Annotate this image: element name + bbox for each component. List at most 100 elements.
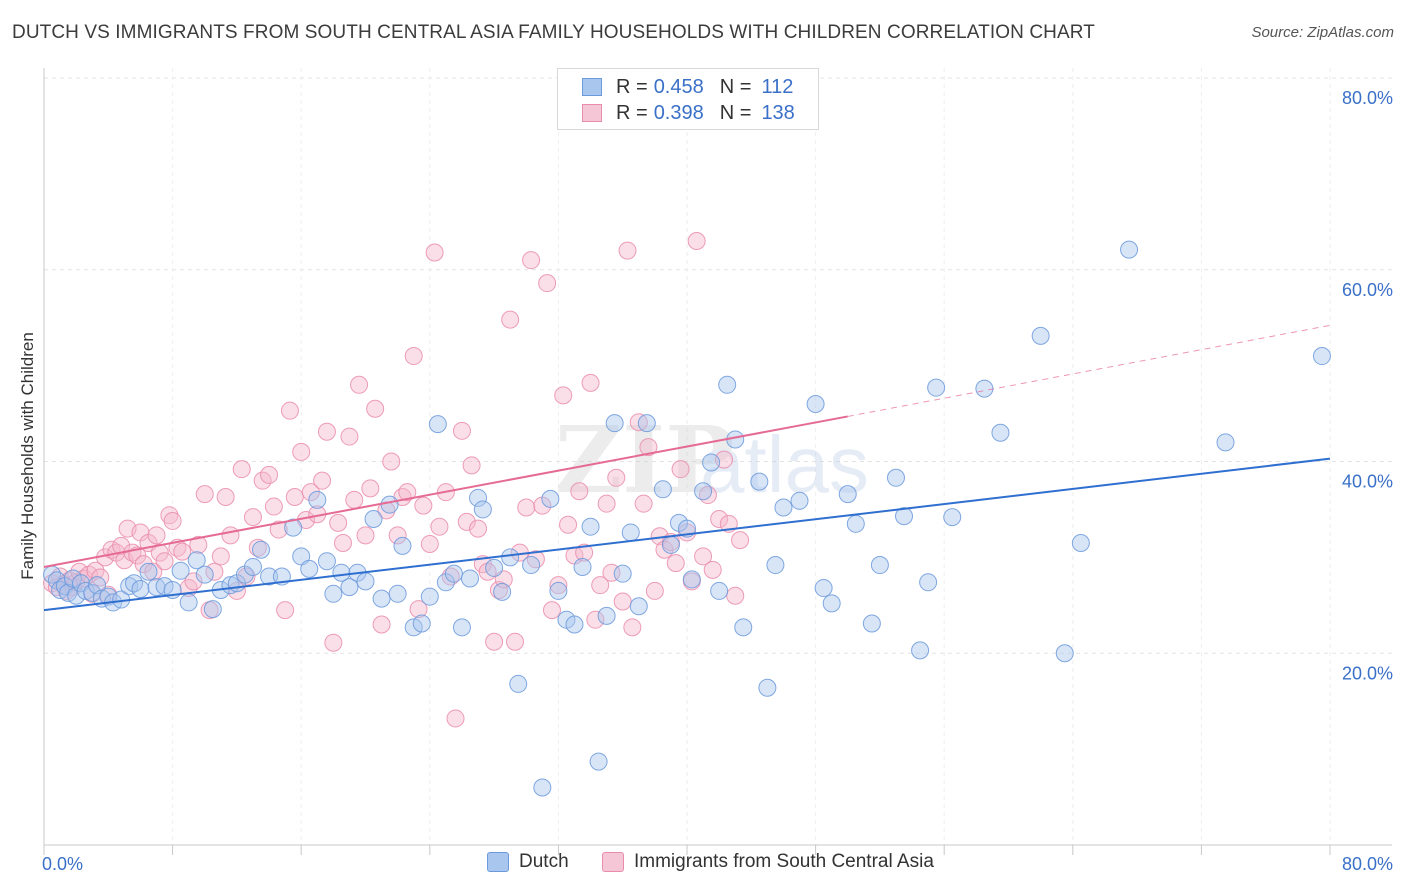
dutch-point: [637, 414, 656, 433]
dutch-point: [718, 375, 737, 394]
dutch-point: [613, 564, 632, 583]
n-label: N =: [719, 75, 752, 98]
immigrants-point: [150, 543, 169, 562]
dutch-point: [629, 597, 648, 616]
immigrants-point: [703, 560, 722, 579]
immigrants-point: [425, 243, 444, 262]
dutch-point: [814, 579, 833, 598]
immigrants-point: [639, 438, 658, 457]
r-label: R =: [616, 101, 648, 124]
legend-item-immigrants[interactable]: Immigrants from South Central Asia: [602, 851, 934, 873]
immigrants-point: [538, 274, 557, 293]
dutch-point: [324, 584, 343, 603]
dutch-point: [444, 564, 463, 583]
y-tick-label: 40.0%: [1342, 472, 1393, 492]
dutch-point: [1216, 433, 1235, 452]
dutch-point: [750, 472, 769, 491]
dutch-point: [790, 491, 809, 510]
immigrants-point: [232, 460, 251, 479]
dutch-point: [252, 540, 271, 559]
dutch-point: [452, 618, 471, 637]
immigrants-point: [388, 526, 407, 545]
immigrants-point: [345, 490, 364, 509]
dutch-point: [428, 415, 447, 434]
immigrants-point: [155, 552, 174, 571]
watermark-zip: ZIP: [555, 406, 734, 514]
source-label: Source: ZipAtlas.com: [1251, 24, 1394, 41]
y-tick-label: 80.0%: [1342, 88, 1393, 108]
legend-dutch-label: Dutch: [519, 851, 569, 872]
immigrants-point: [189, 535, 208, 554]
dutch-point: [88, 576, 107, 595]
immigrants-point: [211, 547, 230, 566]
dutch-point: [171, 561, 190, 580]
immigrants-point: [726, 586, 745, 605]
immigrants-point: [452, 421, 471, 440]
immigrants-point: [485, 632, 504, 651]
immigrants-point: [260, 465, 279, 484]
dutch-point: [766, 556, 785, 575]
axes: [43, 68, 1392, 855]
immigrants-point: [575, 543, 594, 562]
dutch-point: [332, 563, 351, 582]
dutch-point: [1031, 326, 1050, 345]
dutch-point: [1312, 347, 1331, 366]
immigrants-point: [430, 517, 449, 536]
immigrants-point: [570, 482, 589, 501]
legend-row-immigrants: R = 0.398 N = 138: [582, 101, 795, 125]
dutch-point: [774, 498, 793, 517]
immigrants-point: [645, 581, 664, 600]
immigrants-point: [329, 513, 348, 532]
dutch-swatch: [582, 78, 602, 96]
immigrants-point: [505, 632, 524, 651]
immigrants-point: [634, 494, 653, 513]
immigrants-point: [710, 510, 729, 529]
immigrants-trend-extension: [847, 324, 1331, 417]
dutch-point: [76, 581, 95, 600]
immigrants-point: [144, 562, 163, 581]
dutch-point: [393, 536, 412, 555]
immigrants-point: [301, 483, 320, 502]
dutch-point: [541, 489, 560, 508]
dutch-point: [340, 578, 359, 597]
dutch-point: [886, 468, 905, 487]
immigrants-point: [269, 520, 288, 539]
immigrants-point: [581, 373, 600, 392]
immigrants-point: [350, 375, 369, 394]
r-label: R =: [616, 75, 648, 98]
immigrants-point: [613, 592, 632, 611]
immigrants-point: [446, 709, 465, 728]
dutch-point: [356, 572, 375, 591]
immigrants-point: [356, 526, 375, 545]
immigrants-point: [559, 515, 578, 534]
legend-item-dutch[interactable]: Dutch: [487, 851, 569, 873]
dutch-point: [682, 570, 701, 589]
immigrants-point: [372, 615, 391, 634]
immigrants-point: [280, 401, 299, 420]
dutch-point: [919, 573, 938, 592]
immigrants-point: [501, 310, 520, 329]
immigrants-points: [43, 231, 750, 728]
n-value: 138: [761, 101, 795, 124]
dutch-point: [653, 480, 672, 499]
immigrants-point: [147, 526, 166, 545]
dutch-point: [822, 594, 841, 613]
immigrants-point: [731, 531, 750, 550]
immigrants-point: [462, 456, 481, 475]
immigrants-point: [163, 511, 182, 530]
dutch-point: [260, 567, 279, 586]
dutch-point: [284, 518, 303, 537]
dutch-point: [758, 678, 777, 697]
immigrants-legend-swatch: [602, 852, 624, 872]
immigrants-point: [623, 618, 642, 637]
immigrants-point: [586, 610, 605, 629]
grid-lines: [44, 68, 1392, 845]
immigrants-point: [361, 479, 380, 498]
series-legend: Dutch Immigrants from South Central Asia: [0, 851, 1406, 877]
y-tick-label: 60.0%: [1342, 280, 1393, 300]
dutch-point: [621, 523, 640, 542]
immigrants-point: [398, 483, 417, 502]
immigrants-point: [409, 600, 428, 619]
immigrants-point: [382, 452, 401, 471]
